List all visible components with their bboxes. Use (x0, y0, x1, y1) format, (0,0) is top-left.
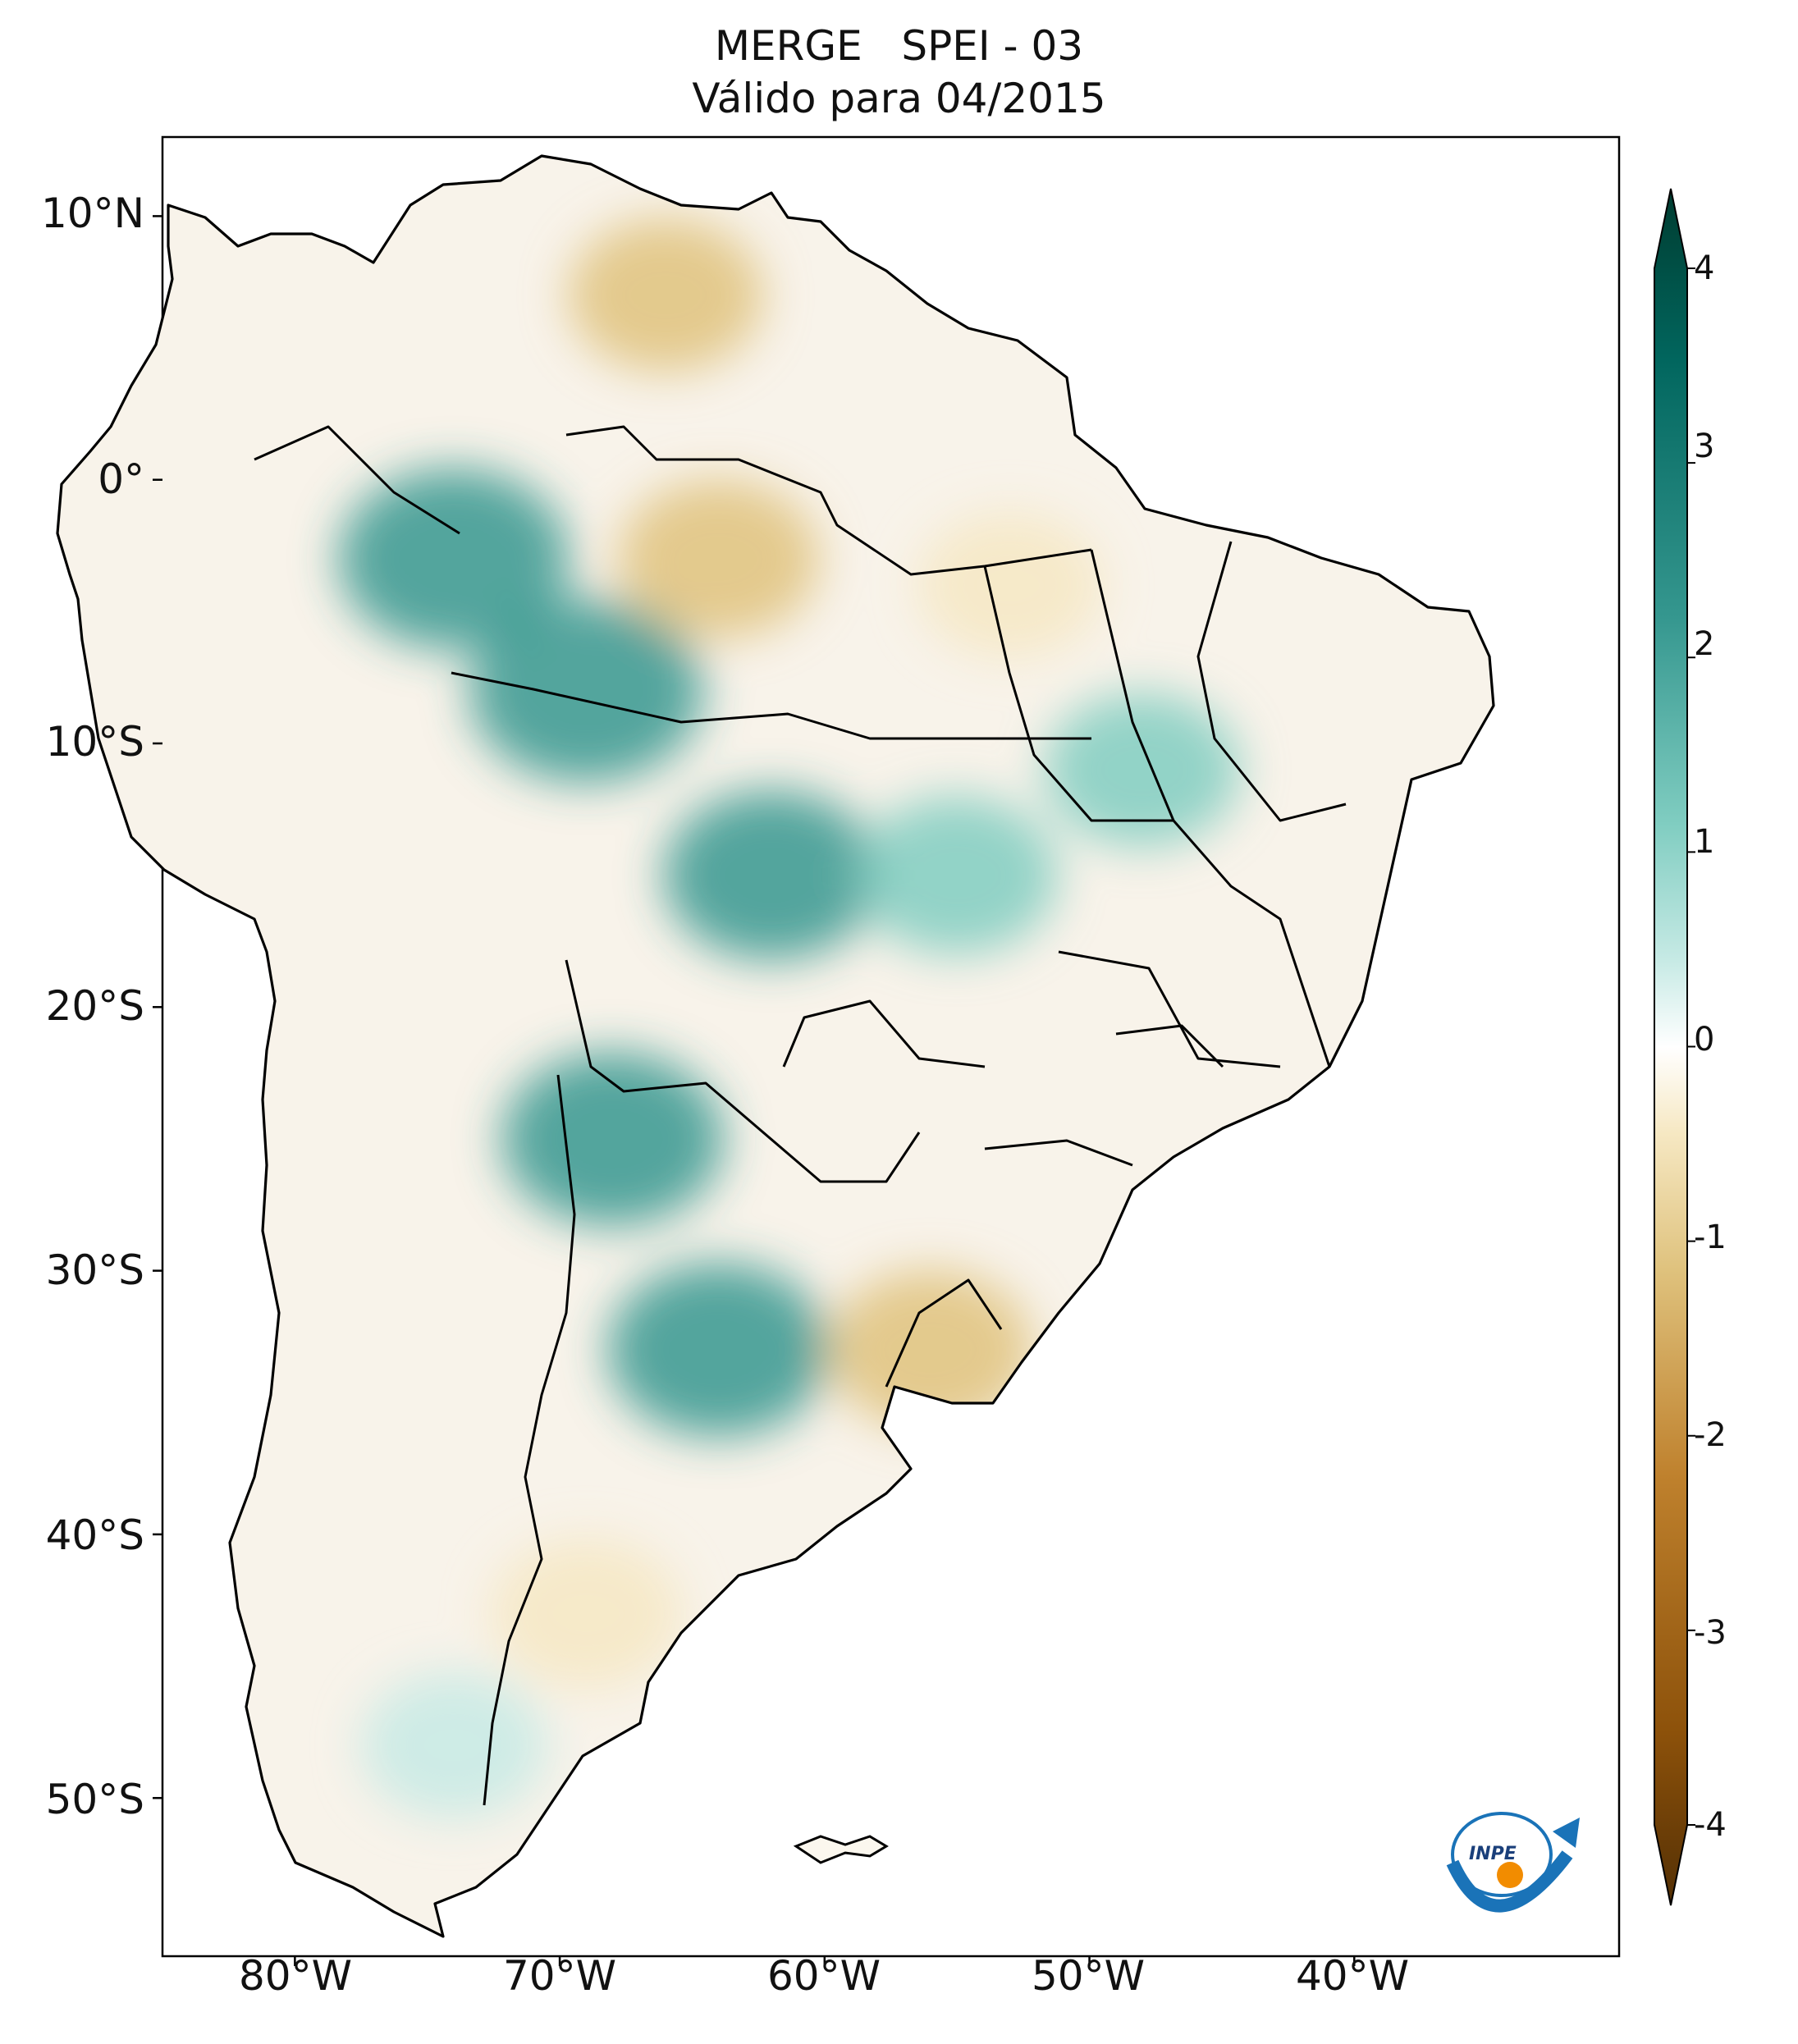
colorbar-label-4: 4 (1694, 249, 1715, 287)
anomaly-blob (339, 469, 569, 650)
lat-label-50s: 50°S (45, 1776, 144, 1823)
lat-label-10s: 10°S (45, 718, 144, 766)
anomaly-blob (664, 790, 880, 960)
chart-title-line1: MERGE SPEI - 03 (714, 22, 1084, 70)
chart-title-line2: Válido para 04/2015 (692, 75, 1106, 122)
country-borders (254, 425, 1347, 1806)
colorbar-label-m3: -3 (1694, 1614, 1727, 1652)
colorbar-label-m2: -2 (1694, 1416, 1727, 1454)
colorbar-label-2: 2 (1694, 625, 1715, 663)
lon-label-70w: 70°W (502, 1952, 617, 2000)
lat-label-40s: 40°S (45, 1511, 144, 1559)
anomaly-blob (618, 480, 819, 638)
anomaly-blob (568, 218, 763, 372)
anomaly-blob (917, 512, 1103, 659)
anomaly-blob (361, 1671, 547, 1818)
lon-label-40w: 40°W (1295, 1952, 1410, 2000)
anomaly-blob (608, 1263, 830, 1437)
anomaly-field (339, 218, 1240, 1818)
colorbar-label-1: 1 (1694, 823, 1715, 861)
colorbar (1654, 188, 1695, 1906)
lat-label-10n: 10°N (40, 190, 144, 237)
axis-ticks (153, 215, 1356, 1966)
anomaly-blob (502, 1052, 724, 1226)
inpe-logo-text: INPE (1469, 1844, 1517, 1864)
colorbar-label-m4: -4 (1694, 1806, 1727, 1844)
colorbar-label-0: 0 (1694, 1021, 1715, 1059)
anomaly-blob (490, 1538, 682, 1690)
lat-label-30s: 30°S (45, 1246, 144, 1294)
lon-label-80w: 80°W (238, 1952, 353, 2000)
colorbar-label-3: 3 (1694, 428, 1715, 465)
lon-label-50w: 50°W (1031, 1952, 1146, 2000)
inpe-logo: INPE (1446, 1812, 1580, 1913)
colorbar-label-m1: -1 (1694, 1219, 1727, 1256)
anomaly-blob (857, 796, 1058, 954)
lon-label-60w: 60°W (766, 1952, 881, 2000)
lat-label-0: 0° (98, 455, 144, 503)
anomaly-blob (1045, 693, 1240, 847)
anomaly-blob (469, 599, 703, 783)
falkland-islands (793, 1835, 889, 1864)
colorbar-body (1654, 188, 1688, 1906)
anomaly-blob (829, 1269, 1032, 1430)
lat-label-20s: 20°S (45, 982, 144, 1030)
